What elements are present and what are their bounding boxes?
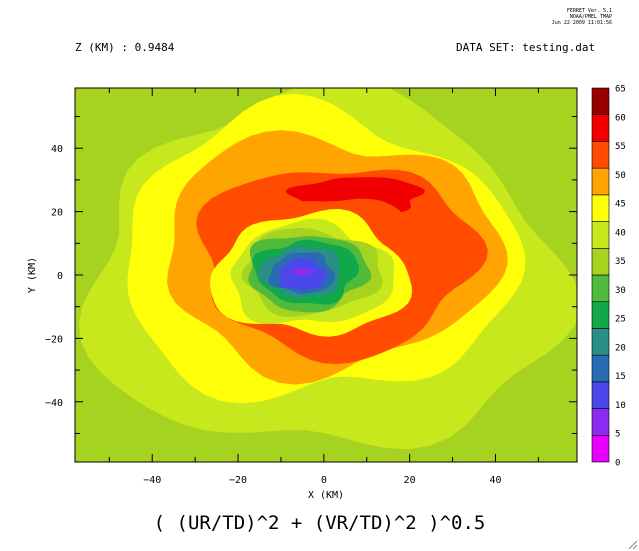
colorbar-swatch	[591, 354, 610, 383]
colorbar-label: 50	[615, 171, 626, 181]
colorbar-label: 25	[615, 315, 626, 325]
y-tick-label: −20	[45, 334, 63, 345]
colorbar-swatch	[591, 114, 610, 142]
colorbar-swatch	[591, 221, 610, 249]
colorbar-label: 45	[615, 200, 626, 210]
y-tick-label: −40	[45, 398, 63, 409]
chart-svg: −40 −20 0 20 40 −40 −20 0 20 40 X (KM) Y (KM) 0 5…	[27, 85, 626, 502]
x-tick-label: 20	[404, 475, 416, 486]
x-tick-label: 40	[489, 475, 501, 486]
colorbar-swatch	[591, 194, 610, 222]
colorbar-label: 40	[615, 228, 626, 238]
plot-title: ( (UR/TD)^2 + (VR/TD)^2 )^0.5	[153, 512, 486, 534]
x-tick-label: 0	[321, 475, 327, 486]
colorbar-swatch	[591, 301, 610, 329]
resize-grip-icon[interactable]	[627, 539, 637, 549]
colorbar-label: 0	[615, 459, 620, 469]
x-tick-label: −40	[143, 475, 161, 486]
dataset-label: DATA SET: testing.dat	[456, 41, 596, 54]
colorbar-label: 65	[615, 85, 626, 95]
colorbar-swatch	[591, 274, 610, 303]
colorbar-swatch	[591, 247, 610, 276]
colorbar-swatch	[591, 87, 610, 116]
colorbar-label: 10	[615, 401, 626, 411]
colorbar-swatch	[591, 434, 610, 463]
y-tick-label: 0	[57, 271, 63, 282]
contour-region-5	[291, 267, 314, 276]
colorbar-swatch	[591, 328, 610, 356]
colorbar-labels: 0 5 10 15 20 25 30 35 40 45 50 55 60 65	[615, 85, 626, 469]
colorbar-label: 35	[615, 257, 626, 267]
colorbar-swatch	[591, 141, 610, 169]
axis-ticks	[75, 88, 577, 462]
stamp-line-1: FERRET Ver. 5.1	[566, 8, 612, 14]
stamp-line-2: NOAA/PMEL TMAP	[569, 14, 612, 20]
x-tick-labels: −40 −20 0 20 40	[143, 475, 501, 486]
y-tick-label: 40	[51, 144, 63, 155]
colorbar	[591, 87, 610, 463]
colorbar-label: 30	[615, 286, 626, 296]
colorbar-label: 60	[615, 113, 626, 123]
colorbar-swatch	[591, 381, 610, 409]
colorbar-swatch	[591, 408, 610, 436]
y-tick-label: 20	[51, 208, 63, 219]
y-axis-label: Y (KM)	[27, 257, 38, 293]
colorbar-label: 15	[615, 372, 626, 382]
colorbar-label: 20	[615, 343, 626, 353]
ferret-stamp: FERRET Ver. 5.1 NOAA/PMEL TMAP Jun 22 20…	[520, 8, 612, 26]
x-axis-label: X (KM)	[308, 490, 344, 501]
colorbar-label: 55	[615, 142, 626, 152]
colorbar-label: 5	[615, 430, 620, 440]
contour-plot	[75, 88, 577, 462]
x-tick-label: −20	[229, 475, 247, 486]
colorbar-swatch	[591, 167, 610, 196]
z-level-label: Z (KM) : 0.9484	[75, 41, 175, 54]
stamp-line-3: Jun 22 2009 11:01:56	[551, 20, 612, 26]
y-tick-labels: −40 −20 0 20 40	[45, 144, 63, 409]
